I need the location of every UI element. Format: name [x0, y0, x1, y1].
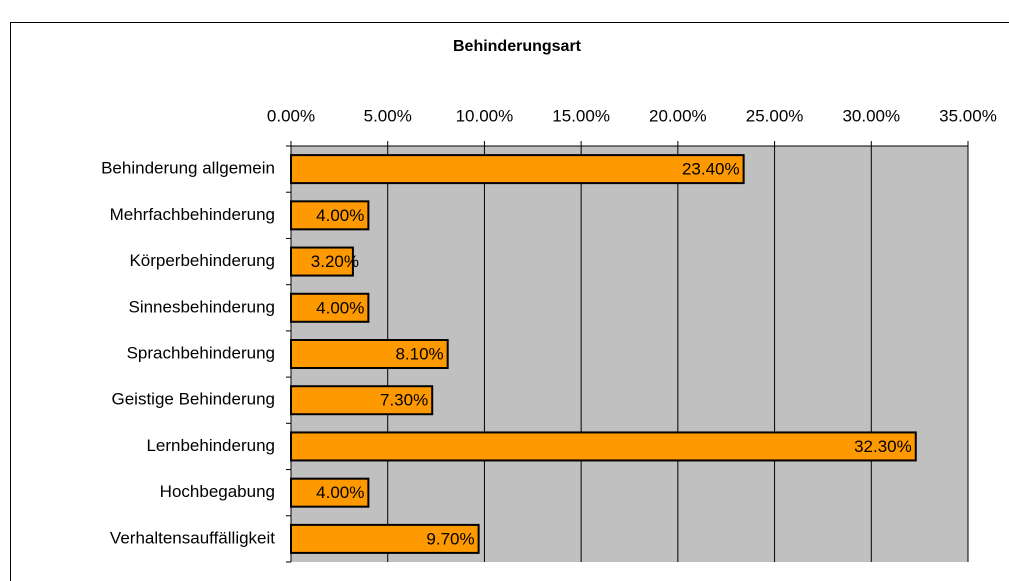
x-tick-label: 30.00%: [842, 106, 900, 125]
bar: [290, 431, 917, 462]
y-tick-label: Körperbehinderung: [129, 251, 275, 270]
x-tick-label: 5.00%: [364, 106, 412, 125]
x-tick-label: 15.00%: [552, 106, 610, 125]
y-tick-label: Sprachbehinderung: [127, 343, 275, 362]
value-label: 23.40%: [682, 160, 740, 179]
value-label: 4.00%: [316, 298, 364, 317]
y-tick-label: Lernbehinderung: [146, 436, 275, 455]
value-label: 4.00%: [316, 483, 364, 502]
bar: [290, 154, 745, 185]
y-tick-label: Verhaltensauffälligkeit: [110, 528, 275, 547]
x-tick-label: 35.00%: [939, 106, 997, 125]
y-tick-label: Sinnesbehinderung: [128, 297, 275, 316]
x-tick-label: 20.00%: [649, 106, 707, 125]
bar: [290, 523, 480, 554]
y-tick-label: Mehrfachbehinderung: [110, 205, 275, 224]
value-label: 7.30%: [380, 391, 428, 410]
value-label: 3.20%: [311, 252, 359, 271]
value-label: 32.30%: [854, 437, 912, 456]
bar: [290, 339, 449, 369]
x-tick-label: 10.00%: [456, 106, 514, 125]
bar: [290, 477, 370, 508]
bar: [290, 292, 370, 323]
y-tick-label: Geistige Behinderung: [111, 390, 275, 409]
chart-title: Behinderungsart: [453, 38, 582, 55]
bar: [290, 385, 434, 416]
x-tick-label: 0.00%: [267, 106, 315, 125]
bar: [290, 200, 370, 231]
value-label: 9.70%: [426, 529, 474, 548]
y-tick-label: Hochbegabung: [160, 482, 275, 501]
bar: [290, 246, 354, 277]
value-label: 4.00%: [316, 206, 364, 225]
y-tick-label: Behinderung allgemein: [101, 159, 275, 178]
value-label: 8.10%: [395, 344, 443, 363]
x-tick-label: 25.00%: [746, 106, 804, 125]
